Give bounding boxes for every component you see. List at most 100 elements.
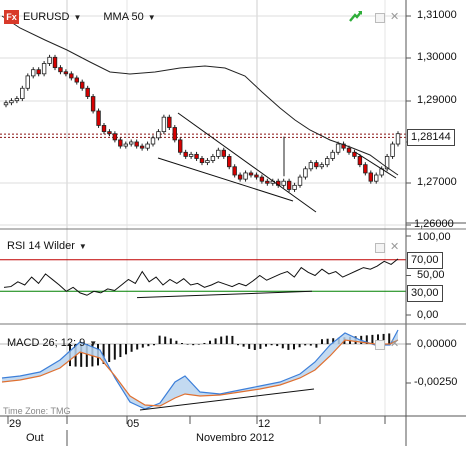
candle: [85, 87, 90, 97]
candle: [123, 143, 128, 147]
candle: [308, 162, 314, 170]
candle: [265, 180, 270, 184]
rsi-window-restore-icon[interactable]: [375, 243, 385, 253]
trend-line-lower: [157, 157, 294, 202]
candle: [227, 156, 232, 168]
symbol-dropdown-icon[interactable]: ▼: [73, 12, 82, 22]
candle: [363, 164, 368, 174]
rsi-level-badge: 30,00: [407, 285, 443, 302]
trend-line: [354, 151, 397, 179]
macd-close-icon[interactable]: ✕: [390, 338, 400, 350]
candle: [243, 172, 248, 180]
candle: [134, 141, 139, 147]
candle: [188, 153, 194, 157]
rsi-tick-label: 100,00: [417, 231, 451, 243]
symbol-label[interactable]: EURUSD: [23, 11, 70, 23]
candle: [346, 147, 352, 153]
candle: [52, 56, 58, 69]
candle: [259, 176, 265, 182]
fx-logo-icon: Fx: [4, 10, 19, 24]
candle: [303, 168, 308, 178]
candle: [368, 172, 373, 182]
candle: [112, 133, 118, 141]
candle: [31, 69, 36, 77]
price-tick-label: 1,29000: [417, 94, 457, 106]
trend-up-icon[interactable]: [349, 10, 363, 22]
grid-lines: [0, 0, 406, 416]
rsi-panel-header: RSI 14 Wilder ▼: [7, 240, 87, 252]
ma-indicator-label[interactable]: MMA 50: [103, 11, 144, 23]
candle: [199, 158, 205, 164]
candle: [172, 127, 177, 141]
candle: [352, 151, 357, 157]
candle: [395, 133, 401, 145]
candle: [281, 180, 286, 186]
close-icon[interactable]: ✕: [390, 11, 400, 23]
candle: [63, 71, 69, 75]
macd-indicator-label[interactable]: MACD 26; 12; 9: [7, 337, 86, 349]
candle: [118, 139, 123, 147]
rsi-tick-label: 0,00: [417, 309, 439, 321]
price-tick-label: 1,31000: [417, 9, 457, 21]
candle: [374, 174, 379, 182]
candle: [96, 110, 101, 126]
timezone-label: Time Zone: TMG: [3, 406, 71, 416]
candle: [341, 143, 346, 149]
candle: [139, 145, 145, 149]
candle: [129, 141, 134, 145]
candle: [90, 96, 96, 112]
candle: [297, 176, 303, 186]
time-tick-label: 29: [9, 418, 22, 430]
macd-panel-header: MACD 26; 12; 9 ▼: [7, 337, 97, 349]
candle: [161, 116, 167, 133]
candle: [248, 172, 254, 176]
macd-fill-area: [2, 330, 398, 409]
price-panel: [0, 15, 406, 213]
candle: [330, 151, 335, 159]
candle: [80, 81, 85, 89]
price-tick-label: 1,26000: [414, 218, 454, 230]
candle: [41, 63, 47, 75]
current-price-badge: 1,28144: [407, 129, 455, 146]
candle: [390, 143, 395, 157]
time-tick-label: 12: [258, 418, 271, 430]
month-label: Novembro 2012: [196, 432, 275, 444]
candle: [319, 164, 324, 168]
ma-dropdown-icon[interactable]: ▼: [147, 12, 156, 22]
candle: [292, 184, 297, 190]
candle: [178, 139, 183, 153]
candle: [194, 153, 199, 159]
candle: [254, 174, 259, 178]
rsi-close-icon[interactable]: ✕: [390, 241, 400, 253]
macd-dropdown-icon[interactable]: ▼: [89, 338, 98, 348]
candle: [58, 67, 63, 73]
moving-average-line: [1, 15, 399, 176]
candle: [314, 162, 319, 168]
price-panel-header: Fx EURUSD ▼ MMA 50 ▼: [4, 10, 156, 24]
macd-slow-line: [1, 339, 399, 407]
price-tick-label: 1,27000: [417, 176, 457, 188]
rsi-line: [3, 258, 399, 296]
candle: [47, 56, 52, 64]
candle: [167, 116, 172, 128]
macd-divergence-line: [139, 388, 315, 411]
candle: [36, 69, 41, 75]
candle: [232, 166, 237, 176]
candle: [335, 143, 341, 153]
rsi-indicator-label[interactable]: RSI 14 Wilder: [7, 240, 75, 252]
window-restore-icon[interactable]: [375, 13, 385, 23]
candle: [74, 77, 79, 83]
macd-window-restore-icon[interactable]: [375, 340, 385, 350]
candle: [150, 137, 156, 145]
trend-line-upper: [177, 112, 317, 213]
rsi-dropdown-icon[interactable]: ▼: [78, 241, 87, 251]
candle: [25, 75, 30, 89]
candle: [384, 156, 390, 170]
candle: [107, 131, 112, 135]
candle: [3, 102, 9, 106]
month-label: Out: [26, 432, 44, 444]
candle: [216, 149, 221, 157]
candle: [20, 87, 25, 100]
